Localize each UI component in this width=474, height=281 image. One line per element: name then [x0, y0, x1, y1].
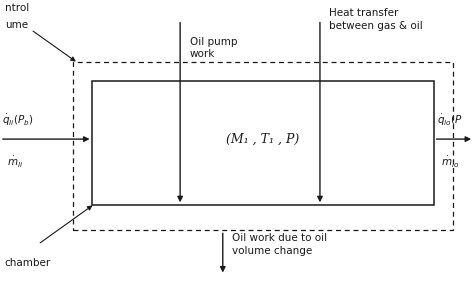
Bar: [73, 62, 453, 230]
Text: $\dot{q}_{li}(P_b)$: $\dot{q}_{li}(P_b)$: [2, 113, 34, 128]
Text: ume: ume: [5, 20, 28, 30]
Text: chamber: chamber: [5, 258, 51, 268]
Text: (M₁ , T₁ , P): (M₁ , T₁ , P): [227, 133, 300, 146]
Text: Oil pump
work: Oil pump work: [190, 37, 237, 59]
Text: $\dot{m}_{lo}$: $\dot{m}_{lo}$: [441, 155, 459, 171]
Text: Oil work due to oil
volume change: Oil work due to oil volume change: [232, 233, 328, 256]
Bar: [92, 81, 434, 205]
Text: $\dot{q}_{lo}(P$: $\dot{q}_{lo}(P$: [437, 113, 463, 128]
Text: $\dot{m}_{li}$: $\dot{m}_{li}$: [7, 155, 23, 171]
Text: ntrol: ntrol: [5, 3, 29, 13]
Text: Heat transfer
between gas & oil: Heat transfer between gas & oil: [329, 8, 423, 31]
